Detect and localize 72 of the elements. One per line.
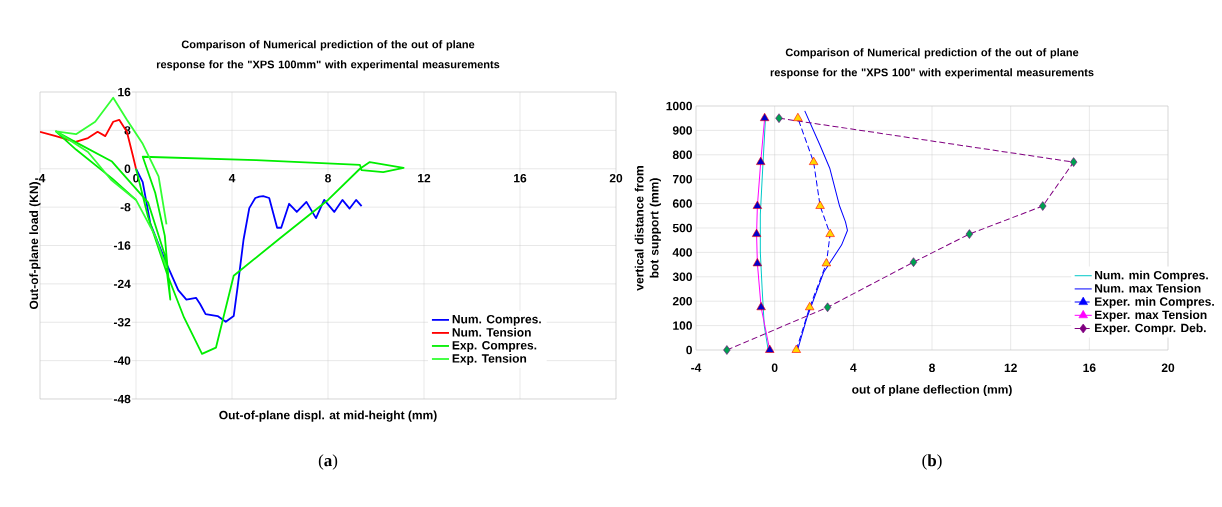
x-tick-label: -4: [35, 173, 46, 183]
y-axis-title: vertical distance from bot support (mm): [634, 166, 661, 291]
x-axis-title: out of plane deflection (mm): [852, 384, 1012, 397]
line-series: [54, 96, 168, 269]
point: [756, 302, 766, 311]
legend-label: Num. max Tension: [1095, 283, 1201, 293]
y-tick-label: 0: [686, 345, 692, 355]
y-tick-label: -24: [113, 279, 131, 289]
x-tick-label: 8: [325, 173, 331, 183]
legend-label: Num. Tension: [452, 327, 531, 337]
point: [825, 228, 835, 237]
x-axis-title: Out-of-plane displ. at mid-height (mm): [219, 410, 437, 422]
point: [793, 112, 803, 121]
point: [1069, 157, 1078, 167]
y-tick-label: 500: [672, 223, 692, 233]
point: [1039, 201, 1047, 211]
point: [751, 228, 762, 237]
text: (b): [922, 454, 942, 470]
y-tick-label: -40: [113, 356, 131, 365]
line-series: [135, 167, 363, 323]
legend-label: Exper. Compr. Deb.: [1095, 323, 1206, 335]
point: [791, 344, 801, 353]
y-tick-label: 600: [672, 199, 692, 208]
y-tick-label: -8: [120, 202, 131, 212]
y-tick-label: 16: [118, 87, 131, 97]
point: [723, 345, 731, 355]
x-tick-label: -4: [691, 363, 702, 372]
point: [808, 156, 819, 165]
y-tick-label: 400: [672, 248, 692, 257]
legend-label: Num. min Compres.: [1095, 270, 1208, 282]
legend-label: Exper. min Compres.: [1095, 297, 1214, 309]
legend-label: Num. Compres.: [452, 314, 541, 326]
x-tick-label: 20: [1161, 363, 1175, 373]
y-tick-label: 100: [673, 321, 692, 330]
x-tick-label: 12: [418, 173, 431, 183]
point: [752, 200, 762, 209]
y-tick-label: -48: [113, 394, 131, 404]
point: [815, 200, 825, 209]
legend-label: Exp. Compres.: [452, 341, 537, 352]
point: [752, 258, 762, 267]
y-tick-label: 700: [672, 174, 692, 184]
chart-title: Comparison of Numerical prediction of the out of plane response for the "XPS 100mm" with experimental measurements: [156, 40, 500, 71]
y-tick-label: -16: [113, 241, 131, 250]
point: [909, 257, 918, 267]
point: [805, 302, 815, 311]
point: [760, 112, 770, 121]
y-tick-label: 0: [124, 164, 131, 173]
legend-label: Exper. max Tension: [1095, 310, 1207, 322]
y-tick-label: -32: [113, 318, 131, 327]
y-tick-label: 200: [672, 296, 692, 306]
y-tick-label: 900: [672, 126, 692, 135]
y-axis-title: Out-of-plane load (KN): [29, 182, 41, 310]
x-tick-label: 4: [228, 173, 236, 183]
y-tick-label: 800: [672, 150, 692, 160]
point: [775, 113, 783, 123]
x-tick-label: 16: [514, 173, 527, 183]
y-tick-label: 1000: [666, 101, 692, 111]
x-tick-label: 20: [609, 173, 623, 183]
point: [965, 229, 974, 239]
x-tick-label: 0: [771, 363, 778, 373]
y-tick-label: 300: [672, 272, 692, 282]
x-tick-label: 4: [850, 363, 857, 372]
text: (a): [318, 454, 338, 470]
x-tick-label: 12: [1004, 363, 1017, 372]
x-tick-label: 16: [1083, 363, 1096, 373]
point: [821, 258, 832, 267]
point: [756, 156, 766, 165]
chart-title: Comparison of Numerical prediction of the out of plane response for the "XPS 100" with experimental measurements: [770, 48, 1094, 79]
legend-label: Exp. Tension: [452, 353, 527, 366]
point: [823, 302, 832, 313]
x-tick-label: 8: [929, 363, 935, 373]
point: [765, 344, 775, 353]
